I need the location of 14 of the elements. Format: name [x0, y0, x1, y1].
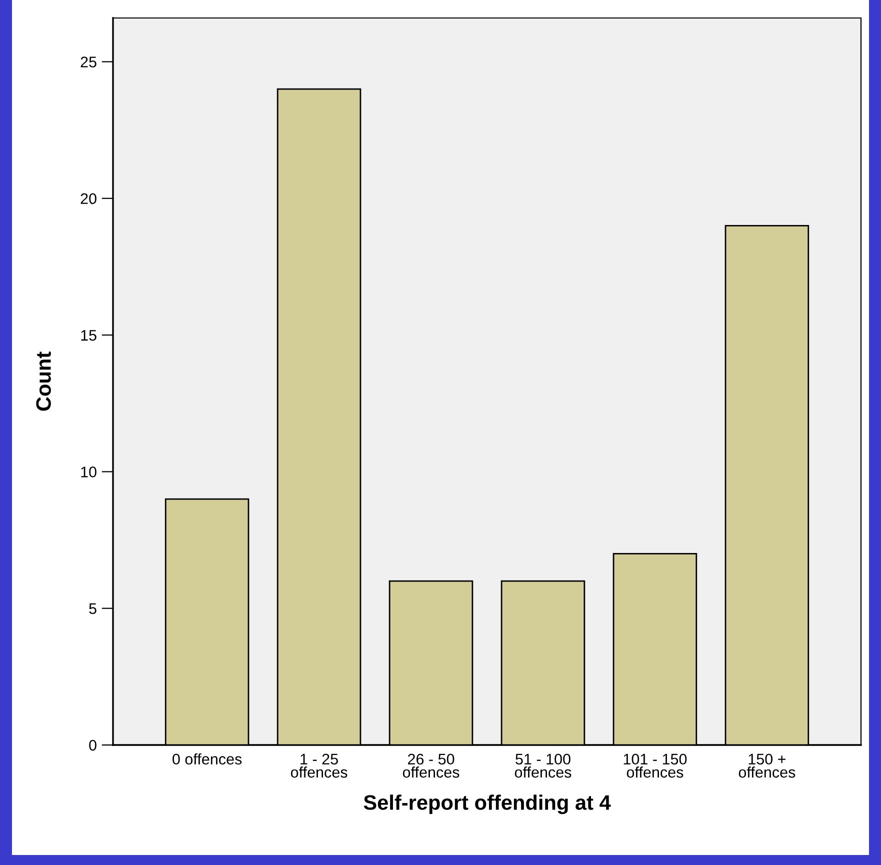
y-tick-label: 10 — [81, 466, 96, 478]
x-tick-label: 0 offences — [172, 753, 242, 765]
x-tick-label: 150 + offences — [738, 754, 796, 778]
x-tick-label: 51 - 100 offences — [514, 754, 572, 778]
x-axis-title: Self-report offending at 4 — [364, 794, 611, 814]
y-tick-label: 15 — [81, 330, 96, 341]
x-tick-label: 101 - 150 offences — [624, 754, 687, 778]
y-axis-title: Count — [36, 352, 51, 411]
y-tick-label: 0 — [89, 740, 96, 751]
y-tick-label: 20 — [80, 193, 96, 204]
y-tick-label: 5 — [89, 603, 96, 614]
x-tick-label: 1 - 25 offences — [290, 754, 348, 778]
x-tick-label: 26 - 50 offences — [402, 754, 460, 778]
y-tick-label: 25 — [80, 56, 96, 68]
